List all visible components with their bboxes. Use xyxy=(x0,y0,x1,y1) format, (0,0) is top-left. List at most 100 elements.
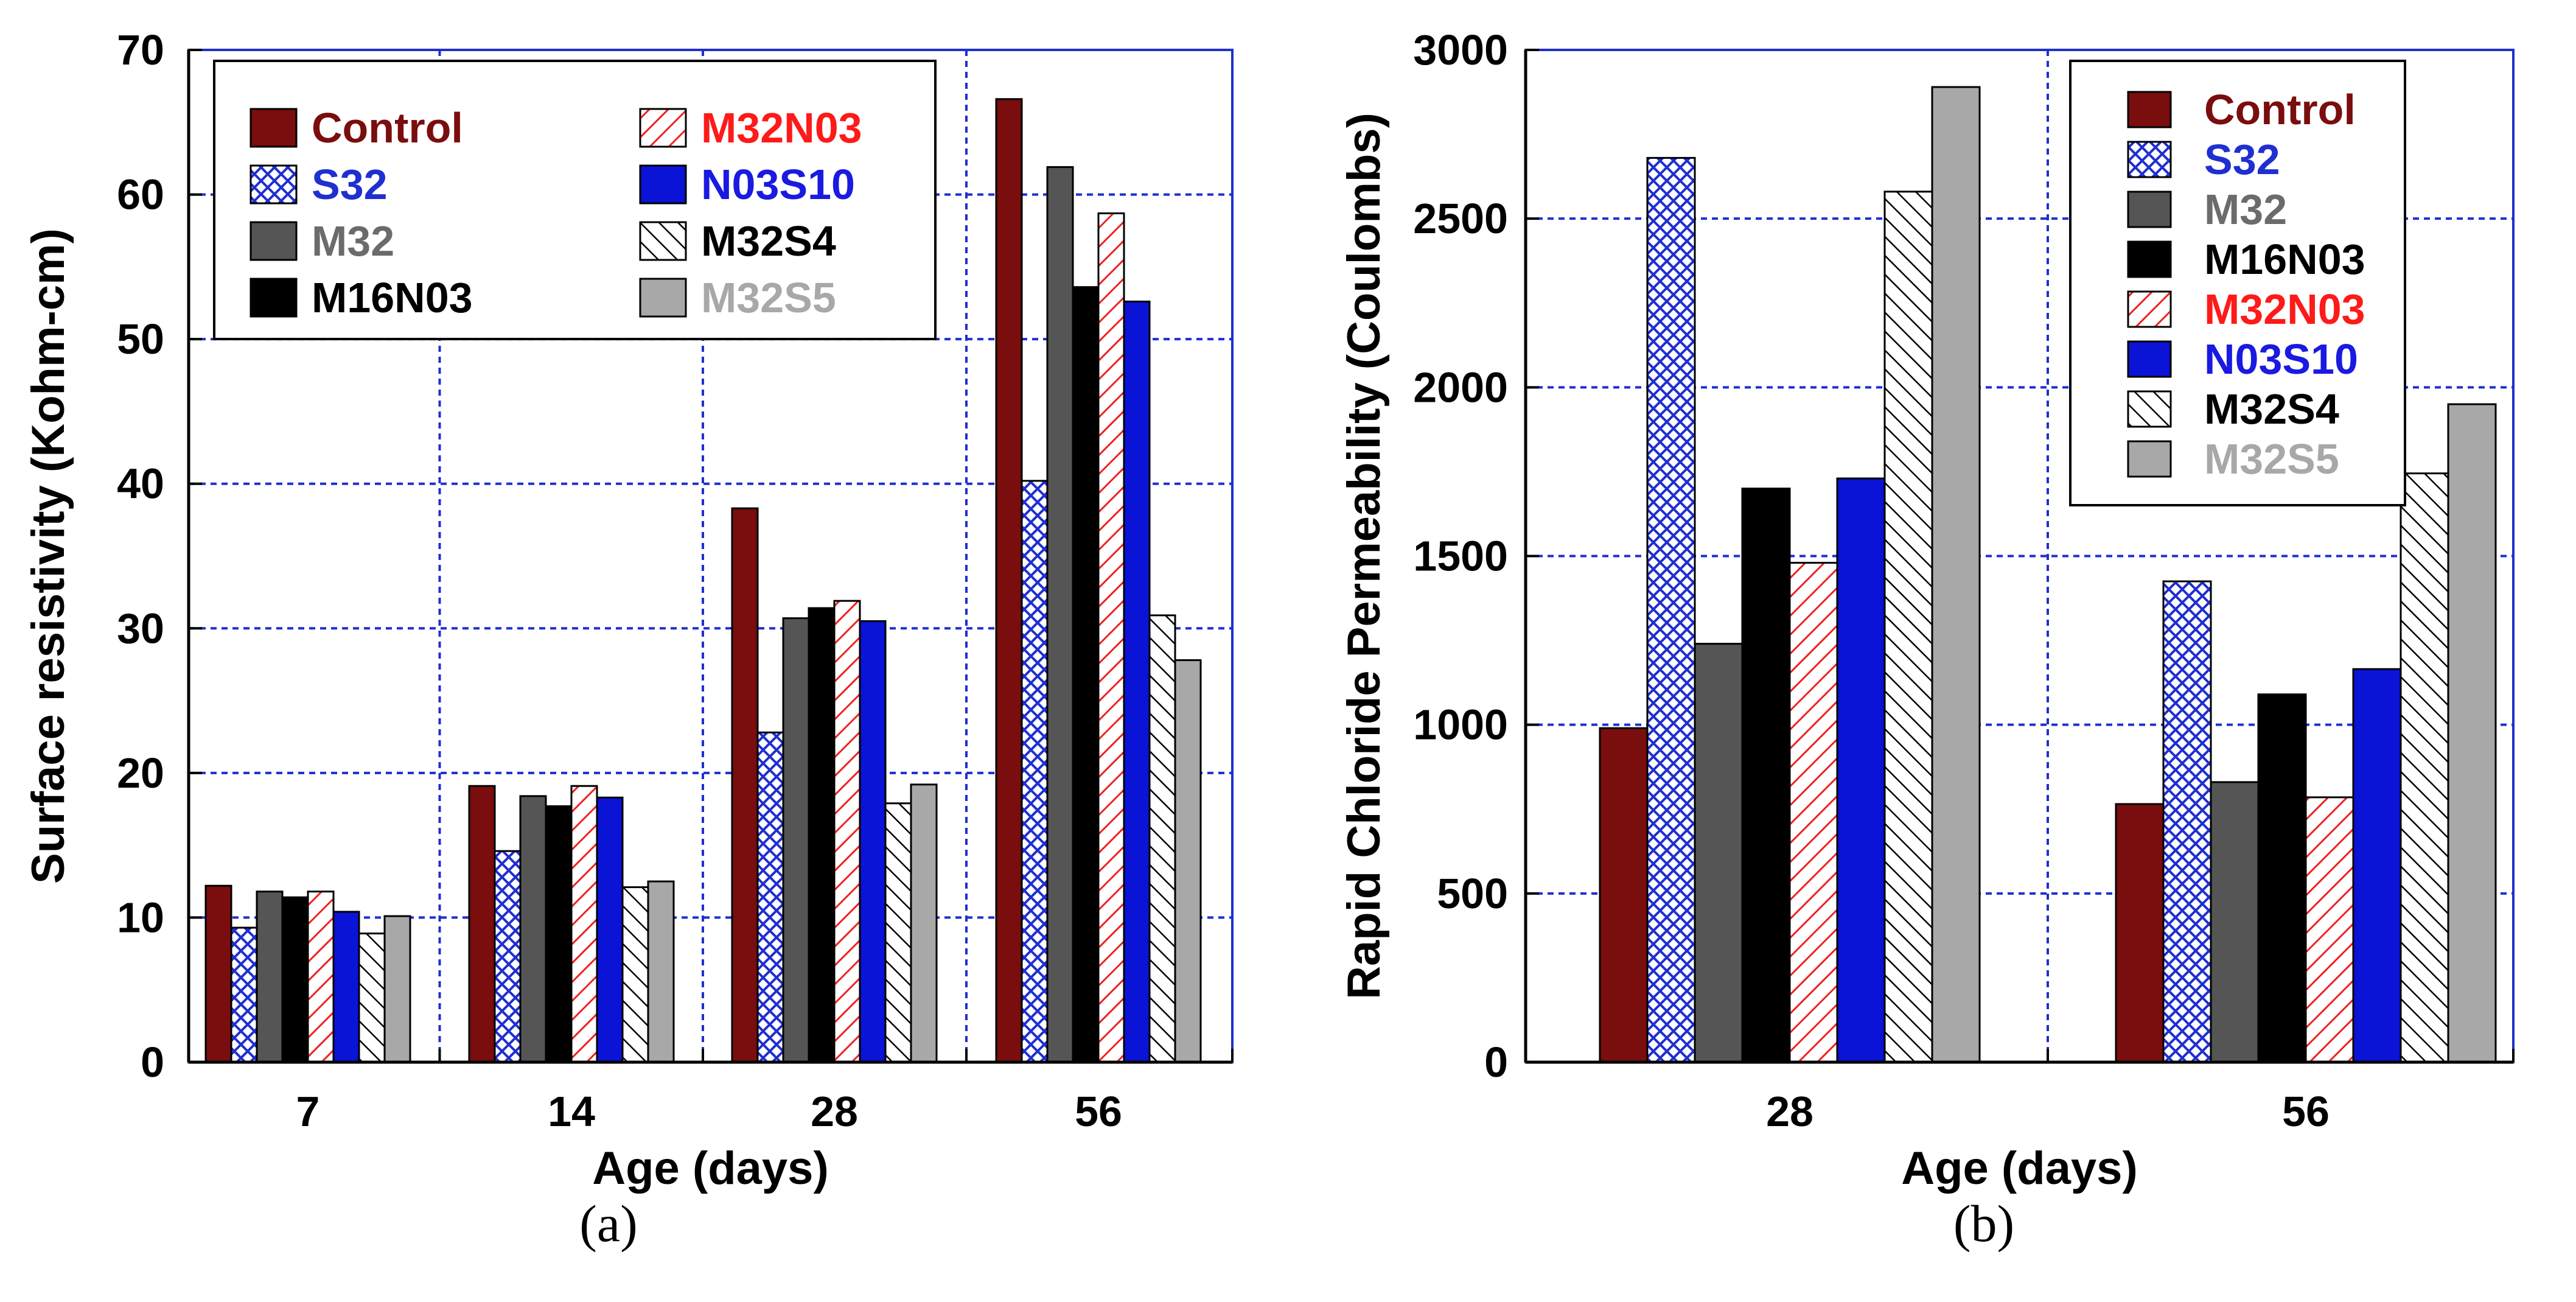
panel-a-legend-label-m32: M32 xyxy=(312,217,394,265)
panel-a-xtick-label: 14 xyxy=(548,1088,595,1135)
panel-a-legend-swatch-control xyxy=(250,108,298,148)
panel-a-legend-swatch-m16n03 xyxy=(250,278,298,318)
panel-a-bar-m32n03-14 xyxy=(570,785,598,1063)
panel-a-xtick-label: 7 xyxy=(296,1088,320,1135)
panel-a-ytick-label: 30 xyxy=(117,604,164,652)
panel-b-bar-n03s10-56 xyxy=(2352,668,2402,1063)
panel-b-x-axis-label: Age (days) xyxy=(1901,1143,2138,1194)
panel-a-bar-n03s10-56 xyxy=(1123,300,1151,1063)
panel-b-bar-m32n03-56 xyxy=(2305,796,2354,1063)
panel-b-legend-label-m16n03: M16N03 xyxy=(2204,236,2365,283)
panel-a-bar-s32-56 xyxy=(1021,480,1049,1063)
panel-a-bar-m32s4-7 xyxy=(358,933,386,1063)
panel-b-legend-swatch-m32s5 xyxy=(2127,440,2172,478)
panel-a-bar-control-7 xyxy=(204,884,232,1063)
panel-b-bar-m32s4-56 xyxy=(2400,472,2449,1063)
panel-a-bar-control-56 xyxy=(995,98,1023,1063)
panel-a-ytick-label: 20 xyxy=(117,749,164,797)
panel-b-bar-m32-56 xyxy=(2210,781,2260,1063)
panel-b-chart: 0 500 1000 1500 2000 2500 3000 28 56 Age (days) Ra… xyxy=(1338,26,2515,1194)
panel-b-legend: ControlS32M32M16N03M32N03N03S10M32S4M32S… xyxy=(2069,60,2406,506)
panel-b-bar-m32-28 xyxy=(1694,643,1744,1063)
panel-a-bar-m32n03-7 xyxy=(307,891,335,1063)
panel-a-legend-swatch-n03s10 xyxy=(639,164,687,205)
panel-b-bar-s32-28 xyxy=(1646,156,1696,1063)
panel-b-legend-label-m32n03: M32N03 xyxy=(2204,285,2365,333)
panel-b-legend-label-m32: M32 xyxy=(2204,186,2287,233)
panel-a-x-axis-label: Age (days) xyxy=(592,1143,829,1194)
panel-b-bar-m16n03-56 xyxy=(2257,693,2307,1063)
panel-a-legend-swatch-m32s5 xyxy=(639,278,687,318)
panel-a-bar-m32s4-14 xyxy=(621,886,649,1063)
panel-b-legend-swatch-m32s4 xyxy=(2127,390,2172,428)
panel-a-bar-control-28 xyxy=(731,507,759,1063)
panel-b-legend-box xyxy=(2069,60,2406,506)
panel-b-ytick-label: 0 xyxy=(1484,1038,1508,1086)
panel-a-ytick-label: 50 xyxy=(117,315,164,363)
panel-b-legend-swatch-m16n03 xyxy=(2127,240,2172,278)
panel-a-bar-m32-56 xyxy=(1046,166,1074,1063)
panel-a-y-axis-label: Surface resistivity (Kohm-cm) xyxy=(23,228,74,884)
panel-a-bar-s32-28 xyxy=(756,731,784,1063)
panel-a-bar-s32-7 xyxy=(230,926,258,1063)
panel-a-bar-m32-28 xyxy=(782,617,810,1063)
panel-b-bar-m32s5-28 xyxy=(1931,86,1981,1063)
caption-b: (b) xyxy=(1953,1194,2015,1253)
panel-a-bar-m32-14 xyxy=(519,795,547,1063)
panel-a-legend-label-m32s4: M32S4 xyxy=(701,217,836,265)
panel-a-legend-label-control: Control xyxy=(312,104,463,152)
panel-a-bar-m32s5-14 xyxy=(647,880,675,1063)
panel-b-legend-label-s32: S32 xyxy=(2204,136,2280,183)
panel-a-bar-m16n03-7 xyxy=(281,896,309,1063)
panel-a-bar-s32-14 xyxy=(494,850,522,1063)
panel-b-legend-swatch-m32n03 xyxy=(2127,290,2172,328)
panel-b-bar-m32s5-56 xyxy=(2447,403,2497,1063)
panel-b-legend-label-control: Control xyxy=(2204,86,2356,133)
panel-a-legend: Control S32 M32 M16N03 M32N03 N03S10 M32S4 M32S… xyxy=(213,60,937,340)
panel-a-legend-label-m32s5: M32S5 xyxy=(701,274,836,321)
panel-a-bar-control-14 xyxy=(468,785,496,1063)
panel-a-legend-box xyxy=(213,60,937,340)
panel-b-bar-s32-56 xyxy=(2162,580,2212,1063)
panel-b-bar-control-56 xyxy=(2115,803,2165,1063)
panel-b-legend-label-n03s10: N03S10 xyxy=(2204,335,2358,383)
panel-b-y-axis-label: Rapid Chloride Permeability (Coulombs) xyxy=(1338,113,1390,999)
panel-a-xtick-label: 28 xyxy=(811,1088,858,1135)
panel-a-bar-m16n03-14 xyxy=(545,805,573,1063)
panel-a-xtick-label: 56 xyxy=(1075,1088,1122,1135)
panel-b-legend-label-m32s5: M32S5 xyxy=(2204,435,2339,483)
panel-a-legend-swatch-m32n03 xyxy=(639,108,687,148)
panel-a-legend-swatch-m32 xyxy=(250,221,298,261)
panel-a-bar-m16n03-28 xyxy=(808,607,836,1063)
panel-a-legend-label-m16n03: M16N03 xyxy=(312,274,473,321)
panel-b-bar-n03s10-28 xyxy=(1836,477,1886,1063)
panel-b-bar-control-28 xyxy=(1599,727,1649,1063)
panel-b-bar-m32n03-28 xyxy=(1789,562,1838,1063)
panel-a-ytick-label: 40 xyxy=(117,460,164,508)
panel-b-ytick-label: 500 xyxy=(1437,870,1508,917)
panel-a-bar-n03s10-7 xyxy=(332,911,360,1063)
panel-a-bar-m32s5-7 xyxy=(383,915,411,1063)
panel-a-legend-swatch-s32 xyxy=(250,164,298,205)
panel-b-ytick-label: 2000 xyxy=(1413,363,1508,411)
panel-a-bar-m32n03-56 xyxy=(1097,212,1125,1063)
panel-b-bar-m16n03-28 xyxy=(1741,488,1791,1063)
panel-a-bar-m32s4-28 xyxy=(884,802,912,1063)
caption-a: (a) xyxy=(579,1194,638,1253)
panel-b-ytick-label: 1000 xyxy=(1413,701,1508,749)
panel-b-ytick-label: 1500 xyxy=(1413,533,1508,580)
panel-a-ytick-label: 60 xyxy=(117,171,164,219)
panel-a-ytick-label: 10 xyxy=(117,894,164,941)
panel-a-legend-label-m32n03: M32N03 xyxy=(701,104,862,152)
panel-b-legend-swatch-n03s10 xyxy=(2127,340,2172,378)
panel-a-ytick-label: 0 xyxy=(141,1038,164,1086)
panel-b-ytick-label: 3000 xyxy=(1413,26,1508,74)
panel-a-legend-swatch-m32s4 xyxy=(639,221,687,261)
panel-b-legend-label-m32s4: M32S4 xyxy=(2204,385,2339,433)
panel-a-ytick-label: 70 xyxy=(117,26,164,74)
panel-b-ytick-label: 2500 xyxy=(1413,195,1508,242)
panel-a-bar-m32s5-56 xyxy=(1174,659,1202,1063)
panel-a-bar-m16n03-56 xyxy=(1072,286,1100,1063)
panel-b-xtick-label: 56 xyxy=(2282,1088,2330,1135)
